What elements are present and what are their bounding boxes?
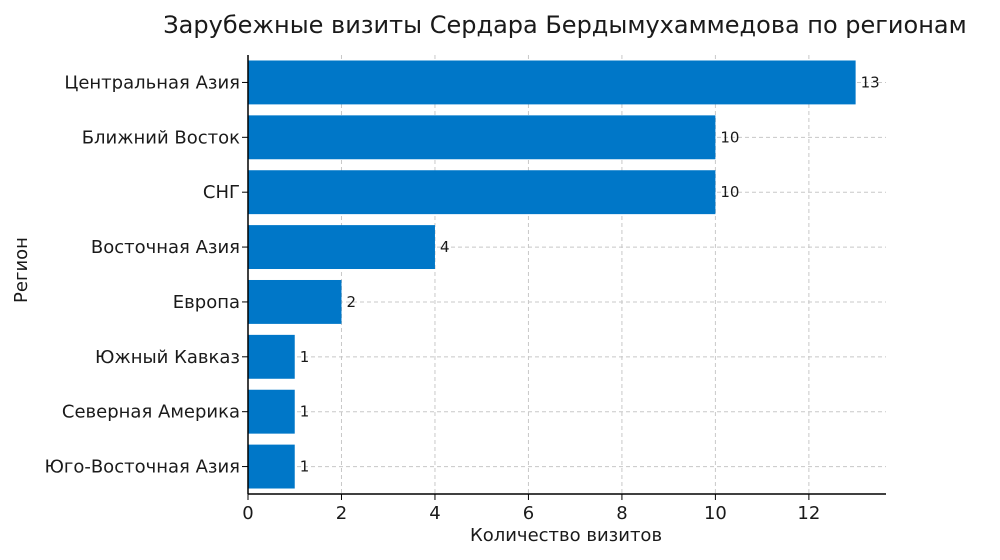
x-tick-label: 12 xyxy=(797,503,820,524)
x-axis-label: Количество визитов xyxy=(470,525,662,546)
x-tick-label: 8 xyxy=(616,503,627,524)
bar xyxy=(248,279,342,324)
x-tick-labels: 0 2 4 6 8 10 12 xyxy=(242,503,820,524)
bar-value-label: 10 xyxy=(720,128,739,146)
x-tick-label: 10 xyxy=(704,503,727,524)
y-tick-label: Ближний Восток xyxy=(82,127,240,148)
y-axis-label: Регион xyxy=(11,237,32,303)
bar-value-label: 1 xyxy=(300,403,310,421)
bar xyxy=(248,170,716,215)
bar xyxy=(248,225,435,270)
bar-value-label: 10 xyxy=(720,183,739,201)
bar xyxy=(248,60,856,105)
bar xyxy=(248,115,716,160)
y-tick-label: СНГ xyxy=(203,182,240,203)
bar xyxy=(248,389,295,434)
x-tick-label: 2 xyxy=(336,503,347,524)
y-tick-label: Северная Америка xyxy=(62,402,240,423)
y-tick-label: Европа xyxy=(173,292,240,313)
bar xyxy=(248,444,295,489)
bar-value-label: 2 xyxy=(346,293,356,311)
chart-title: Зарубежные визиты Сердара Бердымухаммедо… xyxy=(163,11,966,39)
y-tick-label: Восточная Азия xyxy=(91,237,240,258)
bar-value-label: 1 xyxy=(300,458,310,476)
bar xyxy=(248,334,295,379)
y-tick-label: Южный Кавказ xyxy=(95,347,240,368)
x-tick-label: 0 xyxy=(242,503,253,524)
bar-value-label: 1 xyxy=(300,348,310,366)
axes xyxy=(242,55,886,500)
y-tick-label: Юго-Восточная Азия xyxy=(44,457,240,478)
data-labels: 13 10 10 4 2 1 1 1 xyxy=(300,73,880,475)
x-tick-label: 4 xyxy=(429,503,440,524)
bar-value-label: 13 xyxy=(861,73,880,91)
y-tick-label: Центральная Азия xyxy=(64,72,240,93)
x-tick-label: 6 xyxy=(523,503,534,524)
bars xyxy=(248,60,856,489)
y-tick-labels: Центральная Азия Ближний Восток СНГ Восточн… xyxy=(44,72,240,477)
bar-value-label: 4 xyxy=(440,238,450,256)
